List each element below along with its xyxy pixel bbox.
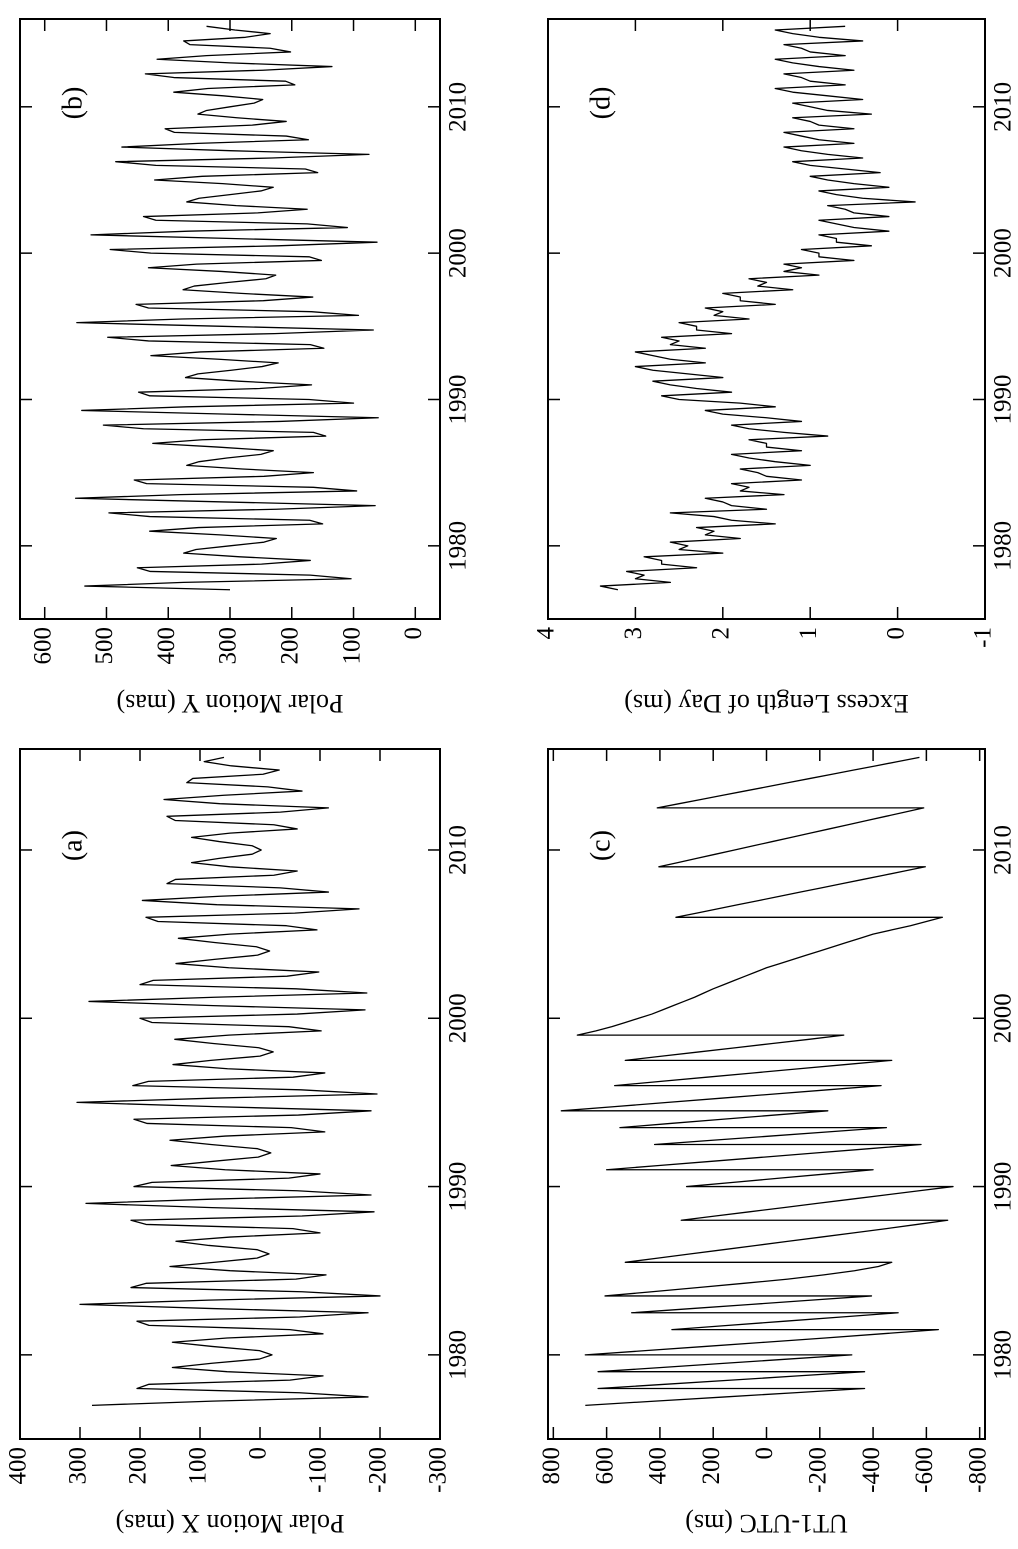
plot-frame xyxy=(19,748,441,1440)
data-line xyxy=(76,756,381,1406)
x-tick-label: 2010 xyxy=(990,82,1017,132)
y-tick-label: -600 xyxy=(911,1447,938,1493)
y-tick-label: 200 xyxy=(698,1447,725,1485)
plot-frame xyxy=(547,18,986,620)
panel: 400 300 200 100 0 -100 -200 -300 1980 1990 2000 201… xyxy=(5,748,472,1538)
y-tick-label: 0 xyxy=(400,627,427,640)
y-tick-label: -300 xyxy=(425,1447,452,1493)
panel: 800 600 400 200 0 -200 -400 -600 -80019801990200… xyxy=(538,748,1017,1538)
y-tick-label: 100 xyxy=(185,1447,212,1485)
x-tick-label: 1980 xyxy=(990,1330,1017,1380)
rotated-figure: 400 300 200 100 0 -100 -200 -300198019902000201… xyxy=(5,18,1017,1538)
x-tick-label: 1990 xyxy=(990,1162,1017,1212)
y-tick-label: 1 xyxy=(795,627,822,640)
x-tick-label: 1980 xyxy=(445,1330,472,1380)
y-tick-label: -400 xyxy=(858,1447,885,1493)
x-tick-label: 2000 xyxy=(445,993,472,1043)
x-tick-label: 1980 xyxy=(445,521,472,571)
y-tick-label: -1 xyxy=(970,627,997,648)
panel: 4 3 2 1 0 -1 1980 1990 2000 2010 Excess Length of … xyxy=(533,18,1017,718)
y-tick-label: 400 xyxy=(153,627,180,665)
y-axis-label: Polar Motion X (mas) xyxy=(116,1509,345,1538)
y-axis-label: Excess Length of Day (ms) xyxy=(624,689,908,718)
y-tick-label: 200 xyxy=(125,1447,152,1485)
y-tick-label: -200 xyxy=(365,1447,392,1493)
y-tick-label: -100 xyxy=(305,1447,332,1493)
y-tick-label: 100 xyxy=(338,627,365,665)
x-tick-label: 2010 xyxy=(445,82,472,132)
x-tick-label: 2010 xyxy=(445,825,472,875)
y-tick-label: 2 xyxy=(708,627,735,640)
y-axis-label: UT1-UTC (ms) xyxy=(685,1509,847,1538)
y-tick-label: 600 xyxy=(29,627,56,665)
y-tick-label: -800 xyxy=(964,1447,991,1493)
y-tick-label: 3 xyxy=(620,627,647,640)
x-tick-label: 2000 xyxy=(990,993,1017,1043)
x-tick-label: 1990 xyxy=(445,1162,472,1212)
y-tick-label: 300 xyxy=(215,627,242,665)
y-tick-label: 800 xyxy=(538,1447,565,1485)
x-tick-label: 2000 xyxy=(990,228,1017,278)
y-tick-label: 600 xyxy=(591,1447,618,1485)
y-tick-label: 300 xyxy=(65,1447,92,1485)
y-tick-label: -200 xyxy=(805,1447,832,1493)
panel-label: (c) xyxy=(585,830,616,861)
y-tick-label: 0 xyxy=(245,1447,272,1460)
y-tick-label: 4 xyxy=(533,627,560,640)
x-tick-label: 2010 xyxy=(990,825,1017,875)
y-tick-label: 400 xyxy=(5,1447,32,1485)
panel-label: (b) xyxy=(57,87,88,120)
y-tick-label: 400 xyxy=(645,1447,672,1485)
y-axis-label: Polar Motion Y (mas) xyxy=(117,689,344,718)
y-tick-label: 0 xyxy=(882,627,909,640)
y-tick-label: 0 xyxy=(751,1447,778,1460)
panel: 600 500 400 300 200 100 0 1980 1990 2000 2010 Polar… xyxy=(19,18,472,718)
y-tick-label: 500 xyxy=(91,627,118,665)
data-line xyxy=(74,25,379,591)
panel-label: (a) xyxy=(57,830,88,861)
panel-label: (d) xyxy=(585,87,616,120)
data-line xyxy=(560,756,954,1406)
data-line xyxy=(599,25,916,591)
x-tick-label: 1980 xyxy=(990,521,1017,571)
y-tick-label: 200 xyxy=(276,627,303,665)
x-tick-label: 1990 xyxy=(990,374,1017,424)
x-tick-label: 2000 xyxy=(445,228,472,278)
x-tick-label: 1990 xyxy=(445,374,472,424)
